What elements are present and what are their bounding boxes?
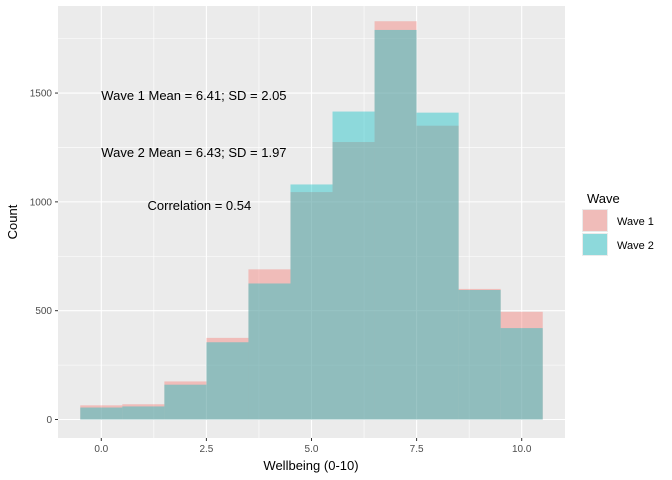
bar-wave-1 (248, 269, 291, 420)
legend-title: Wave (587, 191, 620, 206)
bar-wave-2 (332, 111, 375, 420)
legend: Wave Wave 1 Wave 2 (582, 191, 654, 256)
x-tick-label: 5.0 (305, 444, 319, 455)
bar-wave-1 (500, 311, 543, 420)
annotation-text: Correlation = 0.54 (148, 198, 252, 213)
x-tick-label: 2.5 (199, 444, 213, 455)
bar-wave-2 (458, 290, 501, 420)
major-gridlines (58, 6, 565, 438)
annotations: Wave 1 Mean = 6.41; SD = 2.05 Wave 2 Mean… (101, 88, 286, 213)
legend-label-wave-1: Wave 1 (617, 216, 654, 228)
bar-wave-1 (332, 142, 375, 420)
bar-wave-1 (80, 405, 123, 420)
bar-wave-1 (122, 404, 165, 420)
bar-wave-2 (164, 384, 207, 420)
y-axis-ticks: 0 500 1000 1500 (30, 89, 58, 426)
legend-key-wave-2 (583, 234, 607, 255)
y-tick-label: 1500 (30, 89, 53, 100)
bar-wave-1 (374, 21, 417, 420)
bar-wave-1 (290, 192, 333, 420)
bar-wave-1 (458, 288, 501, 420)
legend-label-wave-2: Wave 2 (617, 240, 654, 252)
y-tick-label: 1000 (30, 197, 53, 208)
legend-key-wave-1 (583, 210, 607, 231)
bar-wave-2 (80, 407, 123, 420)
bar-wave-1 (416, 125, 459, 420)
bar-wave-2 (206, 342, 249, 420)
x-tick-label: 10.0 (512, 444, 532, 455)
annotation-text: Wave 1 Mean = 6.41; SD = 2.05 (101, 88, 286, 103)
bar-wave-1 (206, 337, 249, 420)
y-tick-label: 500 (35, 306, 52, 317)
bar-wave-2 (500, 328, 543, 420)
legend-key-wave-2-bg (582, 233, 608, 256)
y-tick-label: 0 (46, 415, 52, 426)
bar-wave-2 (290, 184, 333, 420)
wave-1-bars (80, 21, 543, 420)
x-tick-label: 7.5 (410, 444, 424, 455)
bar-wave-1 (164, 381, 207, 420)
x-axis-ticks: 0.0 2.5 5.0 7.5 10.0 (94, 438, 532, 455)
bar-wave-2 (248, 283, 291, 420)
x-axis-title: Wellbeing (0-10) (263, 458, 358, 473)
annotation-text: Wave 2 Mean = 6.43; SD = 1.97 (101, 145, 286, 160)
y-axis-title: Count (5, 204, 20, 239)
bar-wave-2 (122, 406, 165, 420)
legend-key-wave-1-bg (582, 209, 608, 232)
wave-2-bars (80, 29, 543, 420)
bar-wave-2 (416, 112, 459, 420)
bar-wave-2 (374, 29, 417, 420)
x-tick-label: 0.0 (94, 444, 108, 455)
